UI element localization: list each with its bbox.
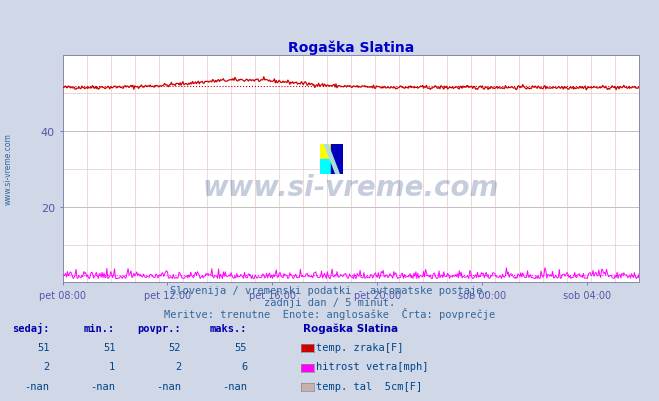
Text: -nan: -nan bbox=[222, 381, 247, 391]
Text: 1: 1 bbox=[109, 361, 115, 371]
Text: povpr.:: povpr.: bbox=[138, 323, 181, 333]
Text: hitrost vetra[mph]: hitrost vetra[mph] bbox=[316, 361, 429, 371]
Text: 55: 55 bbox=[235, 342, 247, 352]
Text: 51: 51 bbox=[37, 342, 49, 352]
Text: 6: 6 bbox=[241, 361, 247, 371]
Text: sedaj:: sedaj: bbox=[12, 322, 49, 333]
Text: -nan: -nan bbox=[222, 400, 247, 401]
Text: 51: 51 bbox=[103, 342, 115, 352]
Text: zadnji dan / 5 minut.: zadnji dan / 5 minut. bbox=[264, 298, 395, 308]
Text: -nan: -nan bbox=[156, 400, 181, 401]
Title: Rogaška Slatina: Rogaška Slatina bbox=[288, 41, 414, 55]
Text: 2: 2 bbox=[43, 361, 49, 371]
Text: -nan: -nan bbox=[156, 381, 181, 391]
Text: temp. tal 10cm[F]: temp. tal 10cm[F] bbox=[316, 400, 422, 401]
Text: Slovenija / vremenski podatki - avtomatske postaje.: Slovenija / vremenski podatki - avtomats… bbox=[170, 286, 489, 296]
Text: www.si-vreme.com: www.si-vreme.com bbox=[203, 174, 499, 202]
Text: 2: 2 bbox=[175, 361, 181, 371]
Text: 52: 52 bbox=[169, 342, 181, 352]
Text: -nan: -nan bbox=[90, 381, 115, 391]
Text: maks.:: maks.: bbox=[210, 323, 247, 333]
Bar bbox=[320, 160, 331, 174]
Text: Rogaška Slatina: Rogaška Slatina bbox=[303, 322, 398, 333]
Bar bbox=[320, 144, 331, 160]
Text: temp. tal  5cm[F]: temp. tal 5cm[F] bbox=[316, 381, 422, 391]
Text: -nan: -nan bbox=[24, 381, 49, 391]
Text: www.si-vreme.com: www.si-vreme.com bbox=[3, 133, 13, 204]
Bar bbox=[331, 144, 343, 174]
Text: temp. zraka[F]: temp. zraka[F] bbox=[316, 342, 404, 352]
Text: -nan: -nan bbox=[24, 400, 49, 401]
Text: min.:: min.: bbox=[84, 323, 115, 333]
Polygon shape bbox=[324, 144, 339, 174]
Text: -nan: -nan bbox=[90, 400, 115, 401]
Text: Meritve: trenutne  Enote: anglosaške  Črta: povprečje: Meritve: trenutne Enote: anglosaške Črta… bbox=[164, 308, 495, 320]
